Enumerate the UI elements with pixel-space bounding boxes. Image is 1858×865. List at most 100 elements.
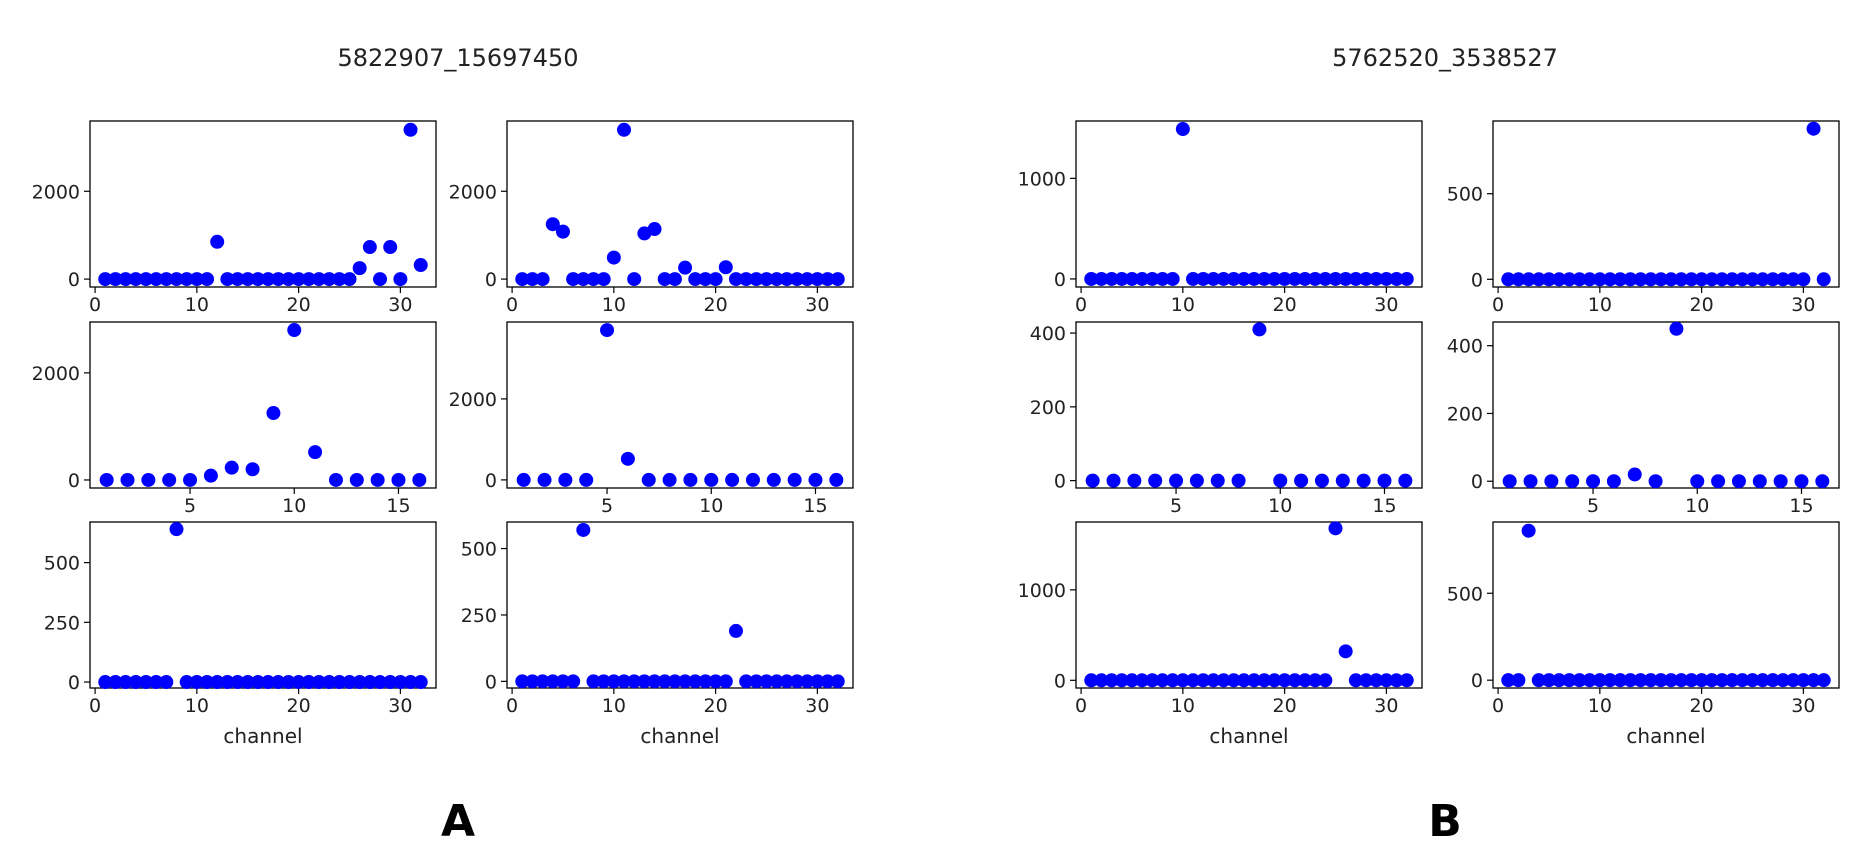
panel-b-row2-right-point <box>1815 474 1830 489</box>
panel-a-row3-left-point <box>159 675 174 690</box>
panel-a-row1-right-x-tick-label: 0 <box>506 294 518 316</box>
panel-b-row1-left-point <box>1348 271 1363 286</box>
panel-a-row3-right-point <box>708 674 723 689</box>
panel-b-row3-left-x-axis-label: channel <box>1209 724 1288 748</box>
panel-a-row1-right-point <box>810 272 825 287</box>
panel-a-row2-left-x-tick-label: 5 <box>184 495 196 517</box>
panel-a-row3-right-point <box>535 674 550 689</box>
panel-b-row2-left-y-tick-label: 0 <box>1054 471 1066 493</box>
panel-b-row1-left-point <box>1175 122 1190 137</box>
panel-b-row3-right-x-tick-label: 20 <box>1690 695 1714 717</box>
panel-a-row2-left-point <box>391 472 406 487</box>
panel-a-row2-left-point <box>328 472 343 487</box>
panel-b-row3-left-point <box>1124 673 1139 688</box>
panel-a-row2-right-point <box>725 472 740 487</box>
panel-a-row3-right-y-tick-label: 500 <box>461 539 497 561</box>
panel-b-row3-right-x-axis-label: channel <box>1626 724 1705 748</box>
panel-a-row3-left-point <box>118 675 133 690</box>
panel-a-row1-left-point <box>383 240 398 255</box>
panel-b-row3-right-point <box>1725 673 1740 688</box>
panel-b-row1-left-point <box>1104 271 1119 286</box>
panel-a-row3-left-y-tick-label: 500 <box>44 553 80 575</box>
panel-a-row3-left-point <box>230 675 245 690</box>
panel-a-row2-left-point <box>224 460 239 475</box>
panel-b-row1-right-point <box>1643 272 1658 287</box>
panel-b-row1-right-point <box>1776 272 1791 287</box>
panel-b-row2-left-point <box>1127 473 1142 488</box>
panel-b-row3-left-point <box>1267 673 1282 688</box>
panel-a-row3-right-x-axis-label: channel <box>640 724 719 748</box>
panel-b-row2-left-point <box>1398 473 1413 488</box>
panel-a-row2-left-point <box>203 468 218 483</box>
panel-b-row2-left-point <box>1314 473 1329 488</box>
panel-a-row3-left-point <box>362 675 377 690</box>
panel-b-row2-right-point <box>1586 474 1601 489</box>
panel-a-row3-left-point <box>301 675 316 690</box>
panel-b-row1-left-y-tick-label: 1000 <box>1018 168 1066 190</box>
panel-b-row3-right-point <box>1684 673 1699 688</box>
panel-a-row3-right-point <box>688 674 703 689</box>
panel-a-row3-left-point <box>240 675 255 690</box>
panel-b-row2-right-point <box>1627 467 1642 482</box>
panel-b-row1-right-point <box>1531 272 1546 287</box>
panel-b-row1-right-point <box>1572 272 1587 287</box>
panel-b-row1-left-point <box>1247 271 1262 286</box>
panel-a-row3-left-point <box>271 675 286 690</box>
panel-b-row1-left-y-tick-label: 0 <box>1054 269 1066 291</box>
panel-a-row3-right-point <box>810 674 825 689</box>
panel-a-row1-left-x-tick-label: 0 <box>89 294 101 316</box>
panel-a-row3-left-point <box>261 675 276 690</box>
panel-b-row2-left-point <box>1377 473 1392 488</box>
panel-a-row3-right-point <box>759 674 774 689</box>
panel-a-row2-right-x-tick-label: 15 <box>803 495 827 517</box>
panel-b-row2-right-y-tick-label: 0 <box>1471 471 1483 493</box>
panel-a-row3-right-frame <box>506 521 854 689</box>
panel-a-row1-right-point <box>830 272 845 287</box>
panel-b-row2-left-point <box>1252 322 1267 337</box>
panel-a-row1-right-point <box>759 272 774 287</box>
panel-b-row3-right-point <box>1786 673 1801 688</box>
panel-a-row3-left-point <box>98 675 113 690</box>
panel-b-row3-left-point <box>1196 673 1211 688</box>
panel-a-row2-left-point <box>99 472 114 487</box>
panel-a-row3-left-point <box>311 675 326 690</box>
panel-b-row1-left-point <box>1226 271 1241 286</box>
panel-a-row2-right-point <box>829 472 844 487</box>
panel-b-row3-right-point <box>1765 673 1780 688</box>
panel-b-row3-left-point <box>1175 673 1190 688</box>
panel-b-row1-right-point <box>1816 272 1831 287</box>
panel-b-row2-right-point <box>1565 474 1580 489</box>
panel-a-row3-left-point <box>149 675 164 690</box>
panel-b-row1-right-frame <box>1492 120 1840 288</box>
panel-b-row2-left-x-tick-label: 10 <box>1268 495 1292 517</box>
panel-a-row1-right-point <box>515 272 530 287</box>
panel-b-row1-left-point <box>1267 271 1282 286</box>
panel-b-row1-right-point <box>1633 272 1648 287</box>
panel-a-row2-right-frame <box>506 321 854 489</box>
panel-a-row1-right-frame <box>506 120 854 288</box>
panel-b-row1-right-point <box>1562 272 1577 287</box>
panel-b-row1-right-point <box>1735 272 1750 287</box>
panel-b-row2-right-point <box>1648 474 1663 489</box>
panel-b-row3-left-point <box>1236 673 1251 688</box>
panel-a-row3-left-x-axis-label: channel <box>223 724 302 748</box>
panel-a-row1-right-point <box>606 250 621 265</box>
panel-a-title: 5822907_15697450 <box>337 44 578 72</box>
panel-b-row3-right-point <box>1521 523 1536 538</box>
panel-b-row2-left-axes: 5 10 15 0 200 400 <box>1030 321 1423 517</box>
panel-a-row1-right-point <box>728 272 743 287</box>
panel-b-row1-right-point <box>1786 272 1801 287</box>
panel-b-row3-right-point <box>1745 673 1760 688</box>
panel-b-row1-left-point <box>1308 271 1323 286</box>
panel-a-row2-left-x-tick-label: 10 <box>282 495 306 517</box>
panel-a-row1-left-point <box>159 272 174 287</box>
panel-a-row2-right-point <box>808 472 823 487</box>
panel-a-row3-right-point <box>586 674 601 689</box>
panel-b-letter: B <box>1428 796 1462 847</box>
panel-a-row3-right-axes: 0 10 20 30 0 250 500 channel <box>461 521 854 748</box>
panel-a-row3-left-x-tick-label: 30 <box>388 695 412 717</box>
panel-b-row2-left-y-tick-label: 200 <box>1030 397 1066 419</box>
panel-a-row3-left-point <box>373 675 388 690</box>
panel-b-row3-right-y-tick-label: 500 <box>1447 583 1483 605</box>
